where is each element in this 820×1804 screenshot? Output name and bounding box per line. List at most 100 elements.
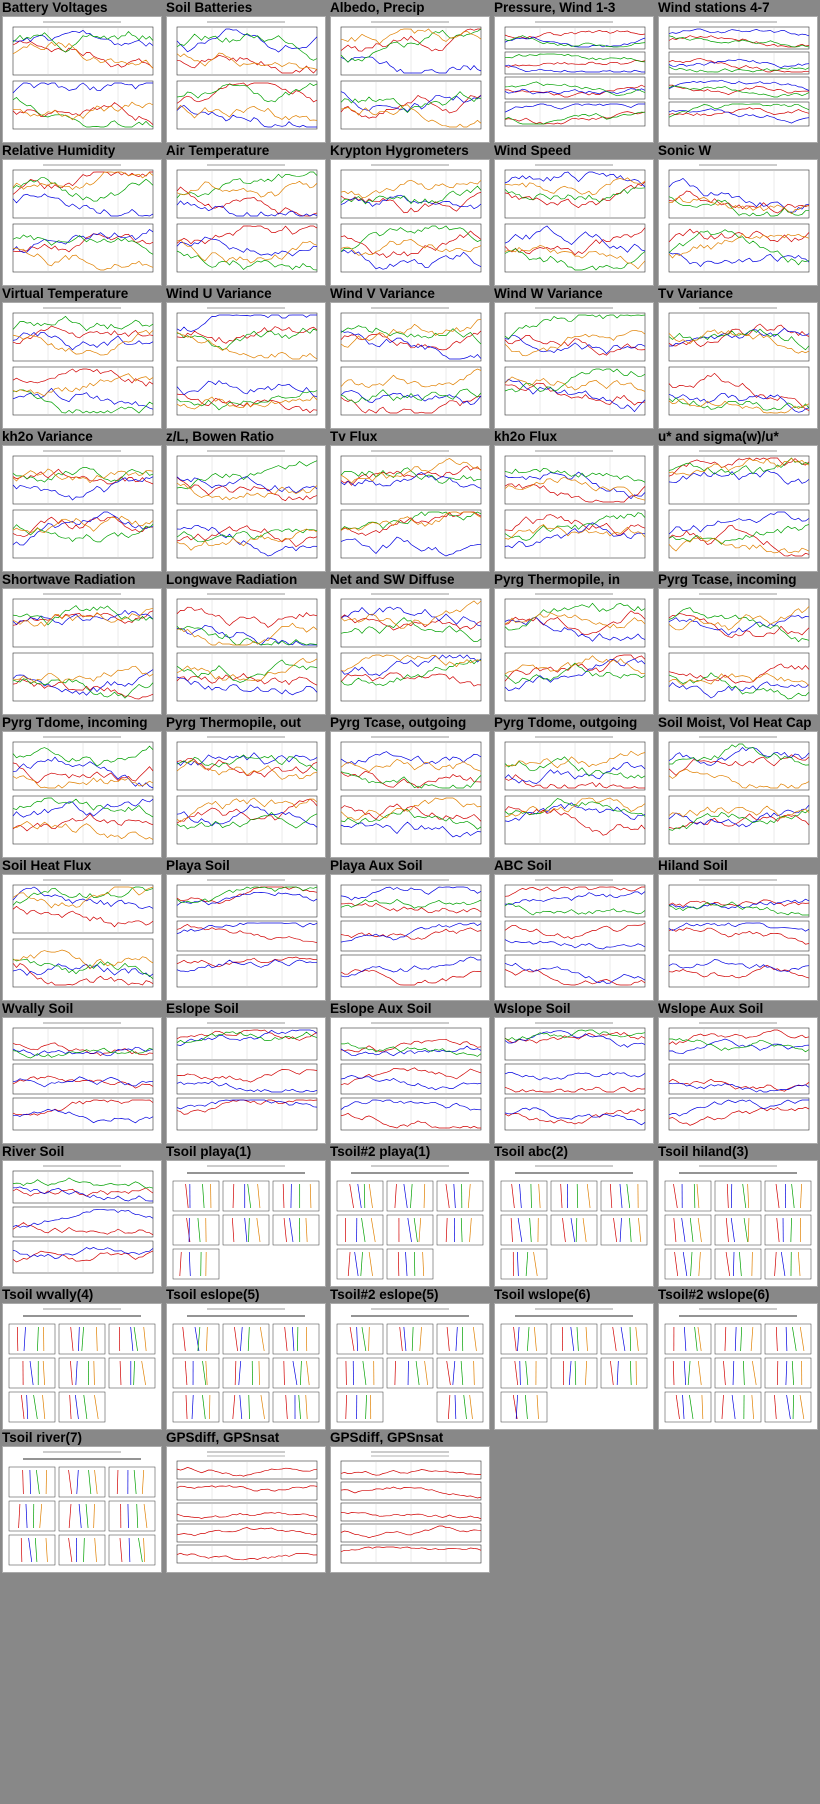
thumbnail-image[interactable] — [166, 159, 326, 286]
thumbnail-title[interactable]: Wslope Aux Soil — [658, 1001, 764, 1016]
thumbnail-title[interactable]: Pressure, Wind 1-3 — [494, 0, 616, 15]
thumbnail-title[interactable]: Wslope Soil — [494, 1001, 571, 1016]
thumbnail-title[interactable]: Longwave Radiation — [166, 572, 298, 587]
plot-thumbnail[interactable]: Virtual Temperature — [0, 286, 164, 429]
plot-thumbnail[interactable]: Wvally Soil — [0, 1001, 164, 1144]
plot-thumbnail[interactable]: Longwave Radiation — [164, 572, 328, 715]
thumbnail-image[interactable] — [330, 588, 490, 715]
thumbnail-title[interactable]: kh2o Flux — [494, 429, 558, 444]
thumbnail-title[interactable]: Tsoil#2 eslope(5) — [330, 1287, 439, 1302]
thumbnail-image[interactable] — [330, 1017, 490, 1144]
thumbnail-title[interactable]: Wvally Soil — [2, 1001, 74, 1016]
thumbnail-title[interactable]: GPSdiff, GPSnsat — [166, 1430, 280, 1445]
thumbnail-image[interactable] — [658, 1017, 818, 1144]
thumbnail-title[interactable]: Krypton Hygrometers — [330, 143, 469, 158]
plot-thumbnail[interactable]: Pyrg Tdome, incoming — [0, 715, 164, 858]
thumbnail-image[interactable] — [166, 302, 326, 429]
thumbnail-title[interactable]: Net and SW Diffuse — [330, 572, 455, 587]
plot-thumbnail[interactable]: Krypton Hygrometers — [328, 143, 492, 286]
plot-thumbnail[interactable]: Air Temperature — [164, 143, 328, 286]
thumbnail-title[interactable]: Playa Soil — [166, 858, 230, 873]
thumbnail-title[interactable]: River Soil — [2, 1144, 65, 1159]
thumbnail-title[interactable]: Tsoil wvally(4) — [2, 1287, 94, 1302]
plot-thumbnail[interactable]: Battery Voltages — [0, 0, 164, 143]
thumbnail-title[interactable]: ABC Soil — [494, 858, 552, 873]
thumbnail-image[interactable] — [494, 16, 654, 143]
thumbnail-image[interactable] — [2, 1017, 162, 1144]
thumbnail-title[interactable]: Soil Moist, Vol Heat Cap — [658, 715, 812, 730]
plot-thumbnail[interactable]: Eslope Aux Soil — [328, 1001, 492, 1144]
thumbnail-title[interactable]: Wind Speed — [494, 143, 572, 158]
thumbnail-title[interactable]: Tsoil wslope(6) — [494, 1287, 591, 1302]
plot-thumbnail[interactable]: Wind stations 4-7 — [656, 0, 820, 143]
plot-thumbnail[interactable]: z/L, Bowen Ratio — [164, 429, 328, 572]
plot-thumbnail[interactable]: Wind W Variance — [492, 286, 656, 429]
thumbnail-image[interactable] — [166, 874, 326, 1001]
thumbnail-image[interactable] — [330, 874, 490, 1001]
thumbnail-title[interactable]: Pyrg Tcase, outgoing — [330, 715, 467, 730]
plot-thumbnail[interactable]: kh2o Variance — [0, 429, 164, 572]
thumbnail-image[interactable] — [2, 1303, 162, 1430]
thumbnail-title[interactable]: Tv Flux — [330, 429, 378, 444]
thumbnail-title[interactable]: Air Temperature — [166, 143, 270, 158]
thumbnail-image[interactable] — [166, 1017, 326, 1144]
plot-thumbnail[interactable]: Tsoil eslope(5) — [164, 1287, 328, 1430]
thumbnail-image[interactable] — [494, 1303, 654, 1430]
thumbnail-image[interactable] — [658, 302, 818, 429]
thumbnail-title[interactable]: Pyrg Tdome, outgoing — [494, 715, 638, 730]
thumbnail-title[interactable]: Tsoil eslope(5) — [166, 1287, 260, 1302]
thumbnail-image[interactable] — [494, 731, 654, 858]
thumbnail-image[interactable] — [166, 16, 326, 143]
thumbnail-title[interactable]: Soil Heat Flux — [2, 858, 92, 873]
thumbnail-image[interactable] — [494, 445, 654, 572]
plot-thumbnail[interactable]: Soil Heat Flux — [0, 858, 164, 1001]
thumbnail-image[interactable] — [166, 1303, 326, 1430]
plot-thumbnail[interactable]: GPSdiff, GPSnsat — [164, 1430, 328, 1573]
plot-thumbnail[interactable]: River Soil — [0, 1144, 164, 1287]
thumbnail-image[interactable] — [330, 731, 490, 858]
plot-thumbnail[interactable]: Tsoil wvally(4) — [0, 1287, 164, 1430]
thumbnail-title[interactable]: Pyrg Tcase, incoming — [658, 572, 797, 587]
thumbnail-title[interactable]: Hiland Soil — [658, 858, 728, 873]
plot-thumbnail[interactable]: Hiland Soil — [656, 858, 820, 1001]
plot-thumbnail[interactable]: Eslope Soil — [164, 1001, 328, 1144]
plot-thumbnail[interactable]: Tsoil abc(2) — [492, 1144, 656, 1287]
thumbnail-title[interactable]: Eslope Soil — [166, 1001, 239, 1016]
thumbnail-title[interactable]: z/L, Bowen Ratio — [166, 429, 274, 444]
plot-thumbnail[interactable]: Pyrg Tcase, outgoing — [328, 715, 492, 858]
plot-thumbnail[interactable]: Relative Humidity — [0, 143, 164, 286]
thumbnail-image[interactable] — [2, 1446, 162, 1573]
thumbnail-title[interactable]: Wind stations 4-7 — [658, 0, 770, 15]
thumbnail-image[interactable] — [330, 302, 490, 429]
plot-thumbnail[interactable]: Playa Aux Soil — [328, 858, 492, 1001]
thumbnail-title[interactable]: Tsoil abc(2) — [494, 1144, 569, 1159]
plot-thumbnail[interactable]: Wslope Aux Soil — [656, 1001, 820, 1144]
plot-thumbnail[interactable]: Playa Soil — [164, 858, 328, 1001]
plot-thumbnail[interactable]: Wind Speed — [492, 143, 656, 286]
thumbnail-image[interactable] — [658, 1303, 818, 1430]
thumbnail-title[interactable]: kh2o Variance — [2, 429, 93, 444]
thumbnail-title[interactable]: Playa Aux Soil — [330, 858, 423, 873]
thumbnail-image[interactable] — [658, 159, 818, 286]
thumbnail-image[interactable] — [330, 1446, 490, 1573]
thumbnail-image[interactable] — [2, 445, 162, 572]
thumbnail-image[interactable] — [166, 588, 326, 715]
thumbnail-title[interactable]: Soil Batteries — [166, 0, 253, 15]
plot-thumbnail[interactable]: Pyrg Tdome, outgoing — [492, 715, 656, 858]
thumbnail-title[interactable]: Tsoil hiland(3) — [658, 1144, 749, 1159]
thumbnail-title[interactable]: Wind W Variance — [494, 286, 603, 301]
plot-thumbnail[interactable]: Wind V Variance — [328, 286, 492, 429]
plot-thumbnail[interactable]: Soil Batteries — [164, 0, 328, 143]
thumbnail-image[interactable] — [166, 731, 326, 858]
plot-thumbnail[interactable]: Tsoil#2 wslope(6) — [656, 1287, 820, 1430]
thumbnail-title[interactable]: Shortwave Radiation — [2, 572, 136, 587]
plot-thumbnail[interactable]: Tsoil#2 playa(1) — [328, 1144, 492, 1287]
plot-thumbnail[interactable]: Pressure, Wind 1-3 — [492, 0, 656, 143]
thumbnail-title[interactable]: Wind U Variance — [166, 286, 272, 301]
thumbnail-image[interactable] — [330, 1160, 490, 1287]
plot-thumbnail[interactable]: Albedo, Precip — [328, 0, 492, 143]
thumbnail-title[interactable]: Pyrg Thermopile, out — [166, 715, 302, 730]
thumbnail-image[interactable] — [166, 1446, 326, 1573]
thumbnail-title[interactable]: GPSdiff, GPSnsat — [330, 1430, 444, 1445]
thumbnail-image[interactable] — [2, 731, 162, 858]
